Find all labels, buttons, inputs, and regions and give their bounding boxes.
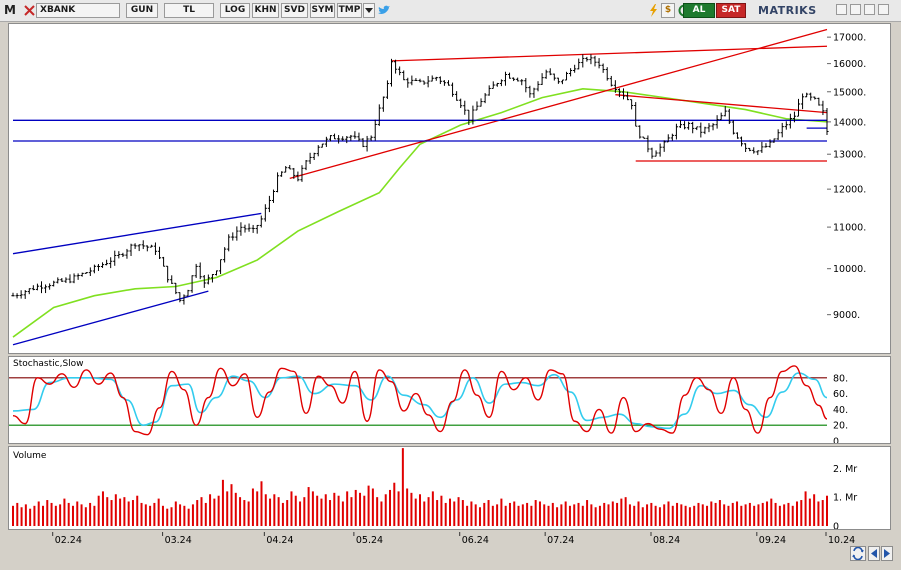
stoch-y-tick-label: 60. xyxy=(833,389,848,400)
restore-icon[interactable] xyxy=(864,4,875,15)
stoch-slow-line xyxy=(12,372,828,430)
swap-icon[interactable] xyxy=(24,5,35,16)
sym-button[interactable]: SYM xyxy=(310,3,335,18)
triangle-down-icon xyxy=(365,8,373,13)
log-button[interactable]: LOG xyxy=(220,3,250,18)
trend-line-red xyxy=(391,45,828,62)
date-axis: 02.24 03.24 04.24 05.24 06.24 07.24 08.24 09.24… xyxy=(8,532,891,546)
stoch-y-tick-label: 20. xyxy=(833,421,848,432)
sell-button[interactable]: SAT xyxy=(716,3,746,18)
x-tick-label: 03.24 xyxy=(165,535,192,546)
trend-line-blue xyxy=(12,212,262,255)
x-tick-label: 07.24 xyxy=(547,535,574,546)
y-tick-label: 14000. xyxy=(833,117,866,128)
volume-title: Volume xyxy=(13,451,47,461)
dollar-icon[interactable]: $ xyxy=(661,3,675,18)
y-tick-label: 9000. xyxy=(833,310,860,321)
currency-button[interactable]: TL xyxy=(164,3,214,18)
ohlc-bars xyxy=(11,54,829,305)
close-icon[interactable] xyxy=(878,4,889,15)
date-axis-svg: 02.24 03.24 04.24 05.24 06.24 07.24 08.24 09.24… xyxy=(52,532,855,546)
y-tick-label: 11000. xyxy=(833,223,866,234)
price-chart[interactable]: 17000. 16000. 15000. 14000. 13000. 12000. 1100… xyxy=(9,24,890,353)
y-tick-label: 17000. xyxy=(833,33,866,44)
x-tick-label: 10.24 xyxy=(828,535,855,546)
lightning-icon[interactable] xyxy=(648,4,659,17)
maximize-icon[interactable] xyxy=(850,4,861,15)
x-tick-label: 08.24 xyxy=(653,535,680,546)
trend-line-red xyxy=(615,94,828,114)
volume-y-tick-label: 0 xyxy=(833,522,839,530)
x-tick-label: 02.24 xyxy=(55,535,82,546)
svd-button[interactable]: SVD xyxy=(281,3,308,18)
stoch-y-tick-label: 0 xyxy=(833,437,839,444)
trend-line-red xyxy=(289,28,828,179)
arrow-left-icon xyxy=(871,549,877,558)
x-tick-label: 05.24 xyxy=(356,535,383,546)
twitter-bird-icon[interactable] xyxy=(377,5,390,16)
x-tick-label: 06.24 xyxy=(462,535,489,546)
y-tick-label: 12000. xyxy=(833,185,866,196)
moving-average-line xyxy=(12,88,828,338)
scroll-right-button[interactable] xyxy=(881,546,893,561)
period-button[interactable]: GUN xyxy=(126,3,158,18)
ticker-field[interactable]: XBANK xyxy=(36,3,120,18)
sync-icon xyxy=(852,546,864,561)
y-tick-label: 16000. xyxy=(833,59,866,70)
stochastic-title: Stochastic,Slow xyxy=(13,359,84,369)
sync-button[interactable] xyxy=(850,546,866,561)
brand-logo: MATRIKS xyxy=(758,4,817,17)
stochastic-chart[interactable]: 80. 60. 40. 20. 0 xyxy=(9,357,890,448)
app-logo: M xyxy=(4,3,16,17)
tmp-button[interactable]: TMP xyxy=(337,3,362,18)
stochastic-panel[interactable]: Stochastic,Slow 80. 60. 40. 20. 0 xyxy=(8,356,891,448)
volume-y-tick-label: 2. Mr xyxy=(833,464,857,475)
arrow-right-icon xyxy=(884,549,890,558)
stoch-y-tick-label: 80. xyxy=(833,373,848,384)
toolbar: M XBANK GUN TL LOG KHN SVD SYM TMP $ AL … xyxy=(0,0,901,22)
volume-panel[interactable]: Volume 2. Mr 1. Mr 0 xyxy=(8,446,891,533)
y-tick-label: 13000. xyxy=(833,150,866,161)
volume-chart[interactable]: 2. Mr 1. Mr 0 xyxy=(9,447,890,533)
y-tick-label: 15000. xyxy=(833,87,866,98)
stoch-y-tick-label: 40. xyxy=(833,405,848,416)
stoch-fast-line xyxy=(12,365,828,436)
price-panel[interactable]: 17000. 16000. 15000. 14000. 13000. 12000. 1100… xyxy=(8,23,891,354)
volume-y-tick-label: 1. Mr xyxy=(833,493,857,504)
x-tick-label: 04.24 xyxy=(266,535,293,546)
trend-line-blue xyxy=(12,290,209,346)
minimize-icon[interactable] xyxy=(836,4,847,15)
buy-button[interactable]: AL xyxy=(683,3,715,18)
tmp-dropdown[interactable] xyxy=(363,3,375,18)
x-tick-label: 09.24 xyxy=(759,535,786,546)
y-tick-label: 10000. xyxy=(833,264,866,275)
scroll-left-button[interactable] xyxy=(868,546,880,561)
khn-button[interactable]: KHN xyxy=(252,3,279,18)
